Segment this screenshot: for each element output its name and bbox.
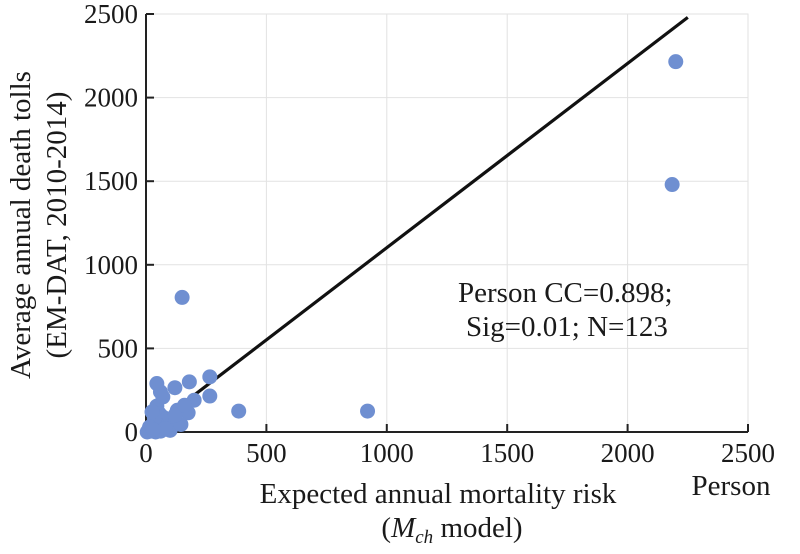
- data-point: [664, 177, 680, 193]
- annotation-line-2: Sig=0.01; N=123: [466, 311, 668, 343]
- tick-labels: 0 500 1000 1500 2000 2500 0 500 1000 1500 2000 2500: [84, 0, 775, 468]
- y-tick-label: 2500: [84, 0, 138, 29]
- axes: [145, 13, 749, 433]
- data-point: [144, 404, 160, 420]
- data-point: [360, 403, 376, 419]
- fit-line-group: [145, 16, 689, 434]
- fit-line: [145, 16, 689, 434]
- data-point: [181, 374, 197, 390]
- data-point: [177, 397, 193, 413]
- y-tick-label: 0: [125, 417, 139, 447]
- data-point: [668, 54, 684, 70]
- data-points: [139, 54, 684, 440]
- y-tick-label: 1000: [84, 250, 138, 280]
- y-axis-label-line2: (EM-DAT, 2010-2014): [41, 92, 73, 359]
- data-point: [157, 421, 173, 437]
- x-tick-label: 0: [139, 438, 153, 468]
- y-tick-label: 2000: [84, 83, 138, 113]
- y-tick-label: 1500: [84, 166, 138, 196]
- x-axis-label-line2: (Mch model): [381, 512, 522, 548]
- x-axis-label-italic: M: [390, 512, 417, 544]
- data-point: [202, 388, 218, 404]
- annotation-line-1: Person CC=0.898;: [458, 277, 673, 309]
- x-axis-label: Expected annual mortality risk: [260, 478, 617, 510]
- data-point: [167, 407, 183, 423]
- x-tick-label: 2500: [721, 438, 775, 468]
- data-point: [231, 403, 247, 419]
- data-point: [167, 380, 183, 396]
- data-point: [174, 289, 190, 305]
- x-axis-label-open: (: [381, 512, 391, 544]
- x-tick-label: 1000: [360, 438, 414, 468]
- x-axis-label-subscript: ch: [415, 527, 433, 548]
- data-point: [145, 421, 161, 437]
- data-point: [202, 369, 218, 385]
- data-point: [149, 376, 165, 392]
- x-tick-label: 500: [246, 438, 287, 468]
- x-tick-label: 2000: [601, 438, 655, 468]
- y-tick-label: 500: [98, 333, 139, 363]
- y-axis-label: Average annual death tolls: [5, 71, 37, 379]
- x-tick-label: 1500: [480, 438, 534, 468]
- x-axis-label-close: model): [433, 512, 522, 544]
- data-point: [155, 389, 171, 405]
- x-axis-unit: Person: [692, 470, 771, 502]
